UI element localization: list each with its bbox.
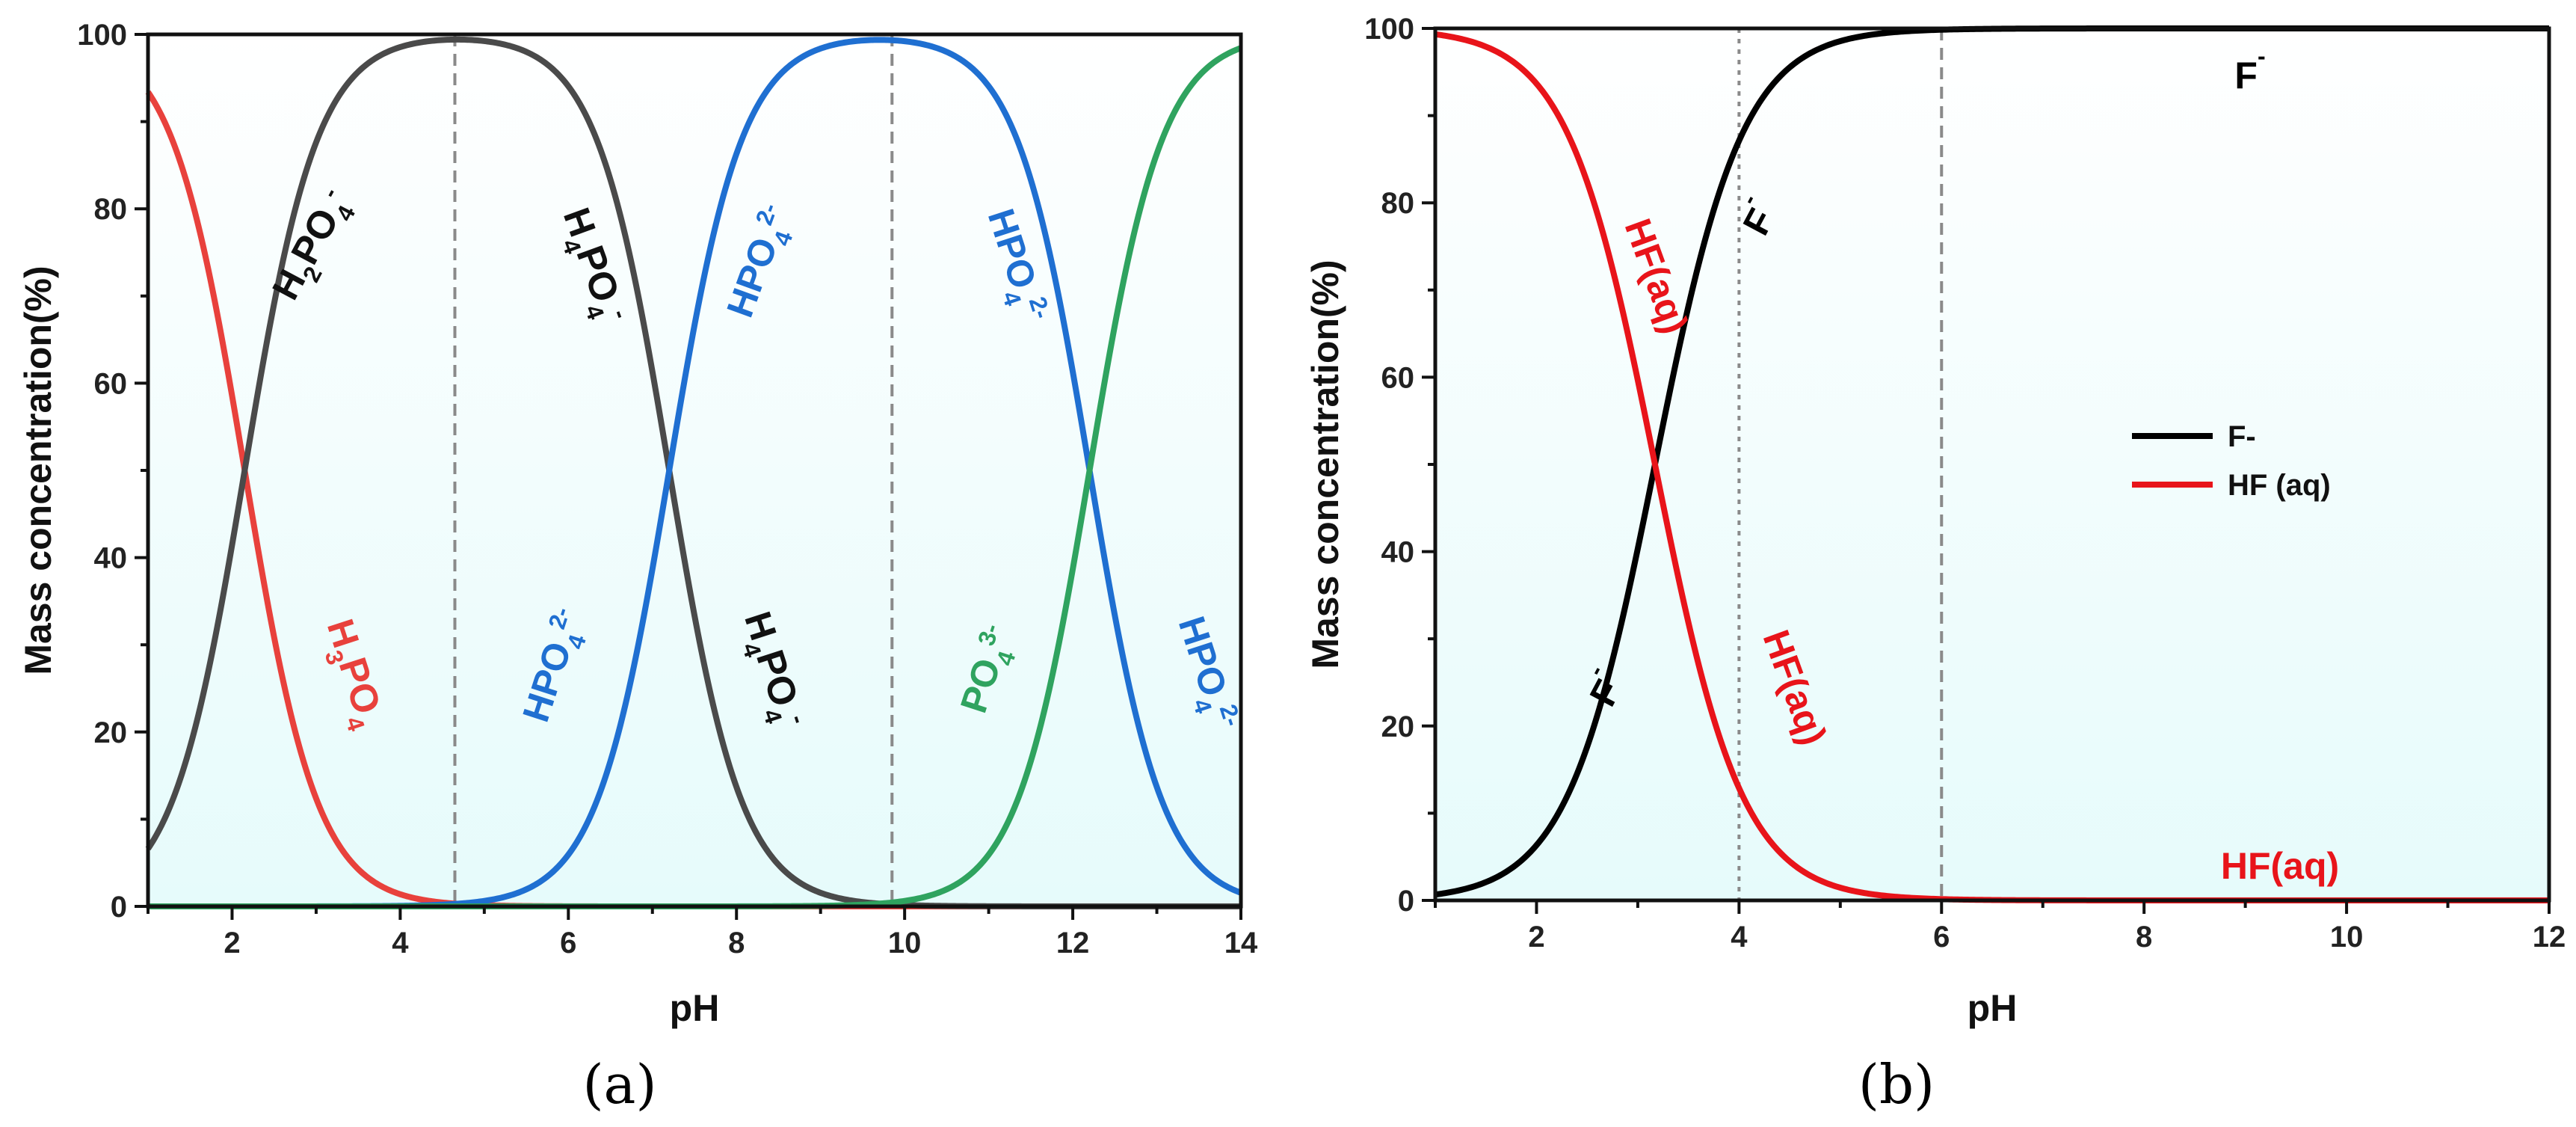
y-axis-title-b: Mass concentration(%) — [1304, 260, 1346, 669]
y-tick-label-0-b: 0 — [1398, 885, 1414, 918]
x-axis-title-b: pH — [1968, 987, 2018, 1029]
label-text-f-top: F- — [2234, 43, 2265, 96]
plot-area-b — [1435, 28, 2549, 900]
x-axis-title-a: pH — [670, 987, 720, 1029]
y-tick-label-100-a: 100 — [77, 19, 127, 52]
x-tick-label-12-b: 12 — [2533, 921, 2566, 954]
x-tick-label-6-b: 6 — [1933, 921, 1950, 954]
x-tick-label-8-a: 8 — [728, 927, 745, 959]
legend-label-f: F- — [2228, 420, 2256, 453]
label-hf-bottom: HF(aq) — [2221, 845, 2339, 887]
y-tick-label-100-b: 100 — [1364, 13, 1414, 46]
x-tick-label-8-b: 8 — [2136, 921, 2152, 954]
label-text-hf-bottom: HF(aq) — [2221, 845, 2339, 887]
x-tick-label-2-a: 2 — [224, 927, 240, 959]
y-tick-label-20-a: 20 — [94, 716, 128, 749]
legend-b: F- HF (aq) — [2132, 420, 2331, 502]
x-tick-label-6-a: 6 — [560, 927, 576, 959]
y-tick-label-40-a: 40 — [94, 542, 128, 575]
x-tick-label-2-b: 2 — [1528, 921, 1544, 954]
panel-a: 2 4 6 8 10 12 14 0 20 40 60 80 100 pH Mass concentra… — [17, 19, 1258, 1116]
y-tick-label-60-a: 60 — [94, 367, 128, 400]
x-tick-label-14-a: 14 — [1224, 927, 1258, 959]
label-f-top: F- — [2234, 43, 2265, 96]
x-tick-label-4-b: 4 — [1731, 921, 1748, 954]
y-tick-label-20-b: 20 — [1381, 710, 1415, 743]
y-tick-label-80-b: 80 — [1381, 187, 1415, 220]
x-tick-label-10-b: 10 — [2330, 921, 2364, 954]
y-axis-title-a: Mass concentration(%) — [17, 265, 59, 675]
caption-a: (a) — [582, 1053, 656, 1116]
x-tick-label-12-a: 12 — [1056, 927, 1090, 959]
y-tick-label-60-b: 60 — [1381, 361, 1415, 394]
y-tick-label-80-a: 80 — [94, 193, 128, 226]
x-tick-label-4-a: 4 — [392, 927, 409, 959]
plot-area-a — [148, 34, 1241, 906]
x-tick-label-10-a: 10 — [888, 927, 922, 959]
y-tick-label-0-a: 0 — [111, 891, 127, 924]
legend-label-hf: HF (aq) — [2228, 469, 2331, 502]
panel-b: 2 4 6 8 10 12 0 20 40 60 80 100 pH Mass concentrati… — [1304, 13, 2566, 1116]
caption-b: (b) — [1858, 1053, 1935, 1116]
y-tick-label-40-b: 40 — [1381, 536, 1415, 569]
